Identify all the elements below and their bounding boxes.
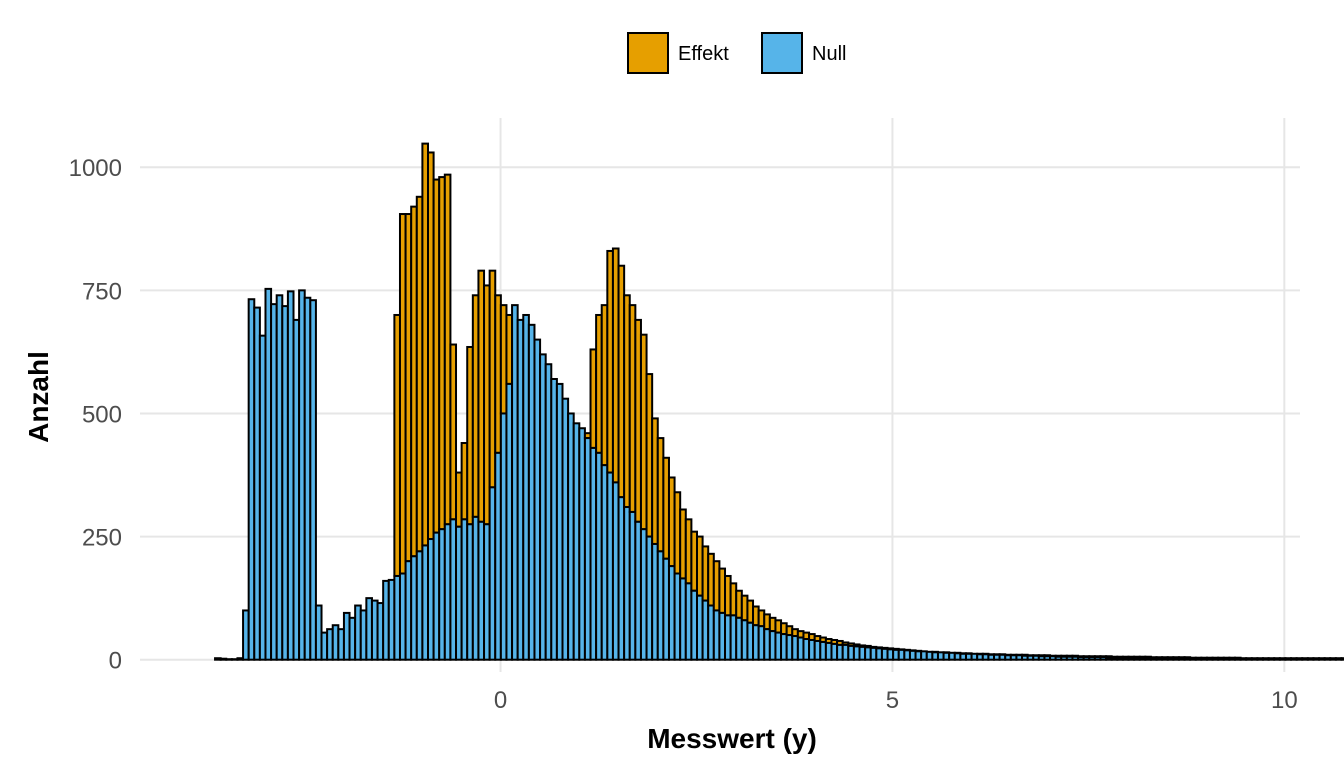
legend-swatch-effekt: [627, 32, 669, 74]
x-tick-label: 5: [886, 687, 899, 714]
y-tick-label: 750: [82, 278, 122, 305]
x-tick-label: 10: [1271, 687, 1298, 714]
bars: [214, 142, 1344, 661]
x-tick-label: 0: [494, 687, 507, 714]
bar-effekt: [1340, 657, 1344, 661]
y-axis-title: Anzahl: [23, 351, 54, 443]
y-tick-label: 500: [82, 401, 122, 428]
axis-ticks: 0 5 10 0 250 500 750 1000: [69, 155, 1298, 714]
legend: Effekt Null: [627, 32, 846, 74]
y-tick-label: 250: [82, 525, 122, 552]
legend-label-null: Null: [812, 43, 846, 65]
x-axis-title: Messwert (y): [647, 723, 817, 754]
bar-null: [309, 299, 317, 661]
legend-label-effekt: Effekt: [678, 43, 729, 65]
y-tick-label: 1000: [69, 155, 122, 182]
y-tick-label: 0: [109, 648, 122, 675]
legend-swatch-null: [761, 32, 803, 74]
